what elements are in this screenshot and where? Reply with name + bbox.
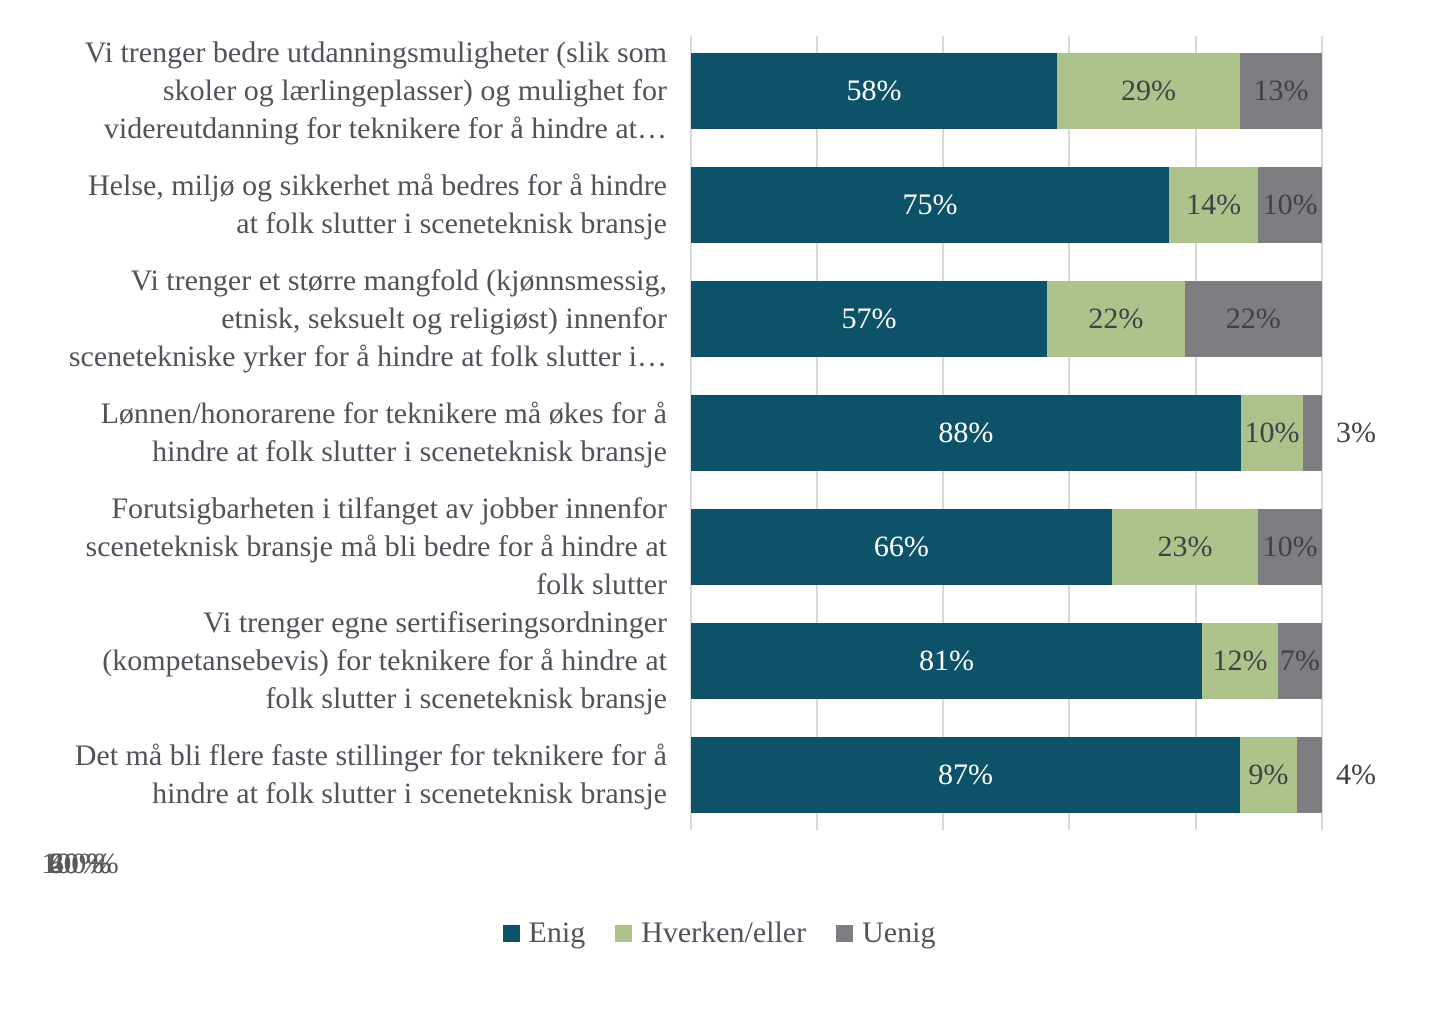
segment-hverken-eller: 12%	[1202, 623, 1278, 699]
gridline	[1321, 36, 1323, 830]
x-tick-label: 20 %	[48, 847, 112, 880]
segment-value-label: 14%	[1186, 188, 1242, 221]
segment-value-label: 58%	[846, 74, 902, 107]
segment-value-label: 22%	[1225, 302, 1281, 335]
legend-swatch-hverken-eller-icon	[615, 924, 633, 942]
category-label: Helse, miljø og sikkerhet må bedres for …	[88, 169, 667, 240]
category-label: Vi trenger et større mangfold (kjønnsmes…	[68, 264, 667, 373]
legend-label: Hverken/eller	[641, 916, 807, 949]
segment-value-label: 10%	[1244, 416, 1300, 449]
segment-value-label: 57%	[841, 302, 897, 335]
segment-enig: 87%	[691, 737, 1240, 813]
bar-row: 57% 22% 22%	[691, 281, 1323, 357]
bar-row: 87% 9% 4%	[691, 737, 1376, 813]
segment-enig: 75%	[691, 167, 1170, 243]
segment-hverken-eller: 22%	[1047, 281, 1185, 357]
bar-row: 66% 23% 10%	[691, 509, 1322, 585]
bar-row: 88% 10% 3%	[691, 395, 1376, 471]
segment-uenig	[1303, 395, 1322, 471]
x-tick-label: 0 %	[56, 847, 104, 880]
bar-row: 58% 29% 13%	[691, 53, 1322, 129]
category-label: Lønnen/honorarene for teknikere må økes …	[100, 397, 667, 468]
legend-label: Enig	[528, 916, 586, 949]
bar-row: 81% 12% 7%	[691, 623, 1322, 699]
bar-row: 75% 14% 10%	[691, 167, 1322, 243]
segment-value-label: 66%	[873, 530, 929, 563]
segment-value-label: 22%	[1088, 302, 1144, 335]
legend-swatch-uenig-icon	[836, 924, 854, 942]
x-tick-label: 40 %	[48, 847, 112, 880]
segment-value-label: 10%	[1262, 188, 1318, 221]
segment-hverken-eller: 14%	[1169, 167, 1259, 243]
category-label: Det må bli flere faste stillinger for te…	[74, 739, 667, 810]
legend-label: Uenig	[862, 916, 936, 949]
outside-value-label: 4%	[1336, 758, 1376, 791]
segment-value-label: 75%	[902, 188, 958, 221]
category-label: Forutsigbarheten i tilfanget av jobber i…	[85, 492, 667, 601]
legend-item-uenig: Uenig	[836, 916, 935, 950]
segment-value-label: 81%	[919, 644, 975, 677]
x-tick-label: 100 %	[41, 847, 119, 880]
segment-hverken-eller: 9%	[1239, 737, 1297, 813]
segment-value-label: 10%	[1262, 530, 1318, 563]
outside-value-label: 3%	[1336, 416, 1376, 449]
segment-value-label: 87%	[937, 758, 993, 791]
segment-hverken-eller: 23%	[1111, 509, 1259, 585]
segment-enig: 88%	[691, 395, 1241, 471]
segment-enig: 66%	[691, 509, 1112, 585]
segment-hverken-eller: 10%	[1240, 395, 1304, 471]
segment-uenig: 10%	[1258, 509, 1322, 585]
segment-value-label: 23%	[1157, 530, 1213, 563]
legend-item-hverken-eller: Hverken/eller	[615, 916, 806, 950]
segment-enig: 81%	[691, 623, 1203, 699]
category-label: Vi trenger egne sertifiseringsordninger …	[102, 606, 667, 715]
segment-value-label: 29%	[1120, 74, 1176, 107]
legend: Enig Hverken/eller Uenig	[0, 916, 1438, 950]
segment-uenig: 10%	[1258, 167, 1322, 243]
x-tick-label: 80 %	[48, 847, 112, 880]
segment-value-label: 88%	[938, 416, 994, 449]
segment-hverken-eller: 29%	[1056, 53, 1240, 129]
segment-uenig: 22%	[1184, 281, 1323, 357]
legend-swatch-enig-icon	[502, 924, 520, 942]
segment-enig: 57%	[691, 281, 1048, 357]
segment-value-label: 13%	[1253, 74, 1309, 107]
segment-value-label: 9%	[1248, 758, 1289, 791]
segment-enig: 58%	[691, 53, 1057, 129]
segment-value-label: 7%	[1279, 644, 1320, 677]
legend-item-enig: Enig	[502, 916, 586, 950]
category-label: Vi trenger bedre utdanningsmuligheter (s…	[84, 36, 667, 145]
x-tick-label: 60 %	[48, 847, 112, 880]
segment-uenig	[1296, 737, 1322, 813]
segment-value-label: 12%	[1212, 644, 1268, 677]
segment-uenig: 13%	[1239, 53, 1322, 129]
segment-uenig: 7%	[1277, 623, 1322, 699]
